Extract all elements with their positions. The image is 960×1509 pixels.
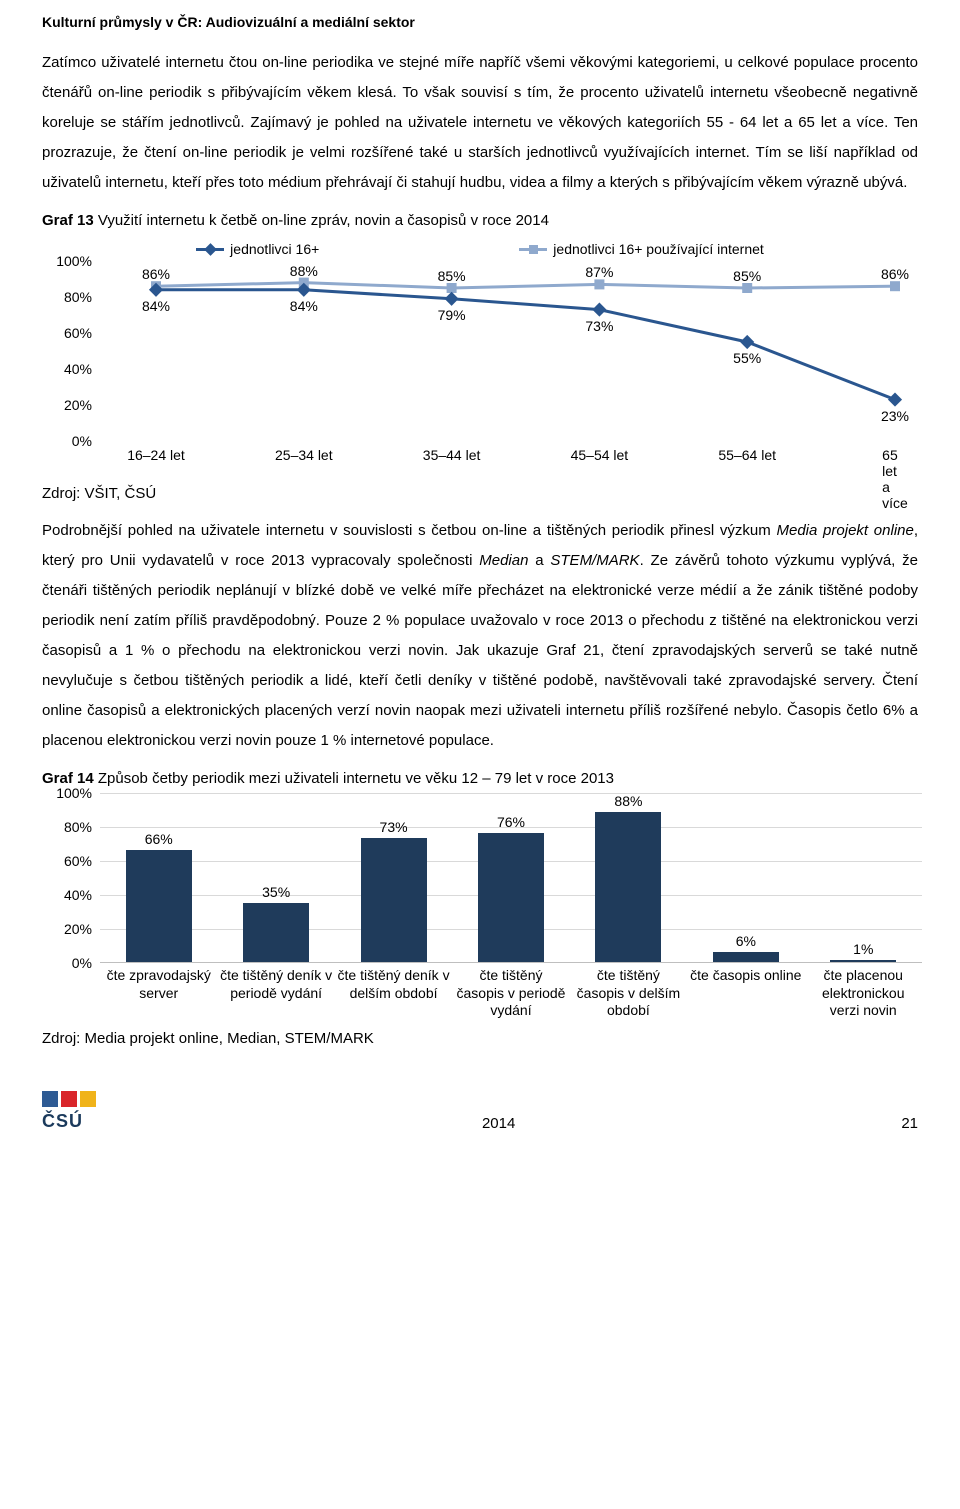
footer-page-number: 21 — [901, 1115, 918, 1132]
graf13-value-label-bottom: 84% — [290, 298, 318, 314]
graf14-chart: 0%20%40%60%80%100% 66%35%73%76%88%6%1% č… — [42, 793, 918, 1020]
graf14-xtick: čte tištěný časopis v periodě vydání — [452, 967, 569, 1020]
legend-swatch-2 — [519, 248, 547, 251]
legend-label-1: jednotlivci 16+ — [230, 241, 319, 257]
graf14-value-label: 73% — [380, 819, 408, 835]
paragraph-1: Zatímco uživatelé internetu čtou on-line… — [42, 48, 918, 198]
graf13-value-label-top: 88% — [290, 263, 318, 279]
graf14-xtick: čte placenou elektronickou verzi novin — [805, 967, 922, 1020]
graf14-ytick: 20% — [64, 921, 92, 937]
graf13-value-label-top: 86% — [142, 266, 170, 282]
p2-i1: Media projekt online — [776, 522, 913, 539]
graf13-ytick: 100% — [56, 253, 92, 269]
graf14-ytick: 100% — [56, 785, 92, 801]
graf14-value-label: 88% — [614, 793, 642, 809]
legend-swatch-1 — [196, 248, 224, 251]
graf14-y-axis: 0%20%40%60%80%100% — [42, 793, 100, 963]
graf14-bar — [361, 838, 427, 962]
graf14-bar — [243, 903, 309, 963]
logo-square-yellow — [80, 1091, 96, 1107]
graf13-xtick: 65 let a více — [882, 447, 908, 511]
legend-item-2: jednotlivci 16+ používající internet — [519, 241, 764, 257]
graf14-bar — [595, 812, 661, 962]
graf13-value-label-top: 87% — [585, 264, 613, 280]
p2-a: Podrobnější pohled na uživatele internet… — [42, 522, 776, 539]
graf14-value-label: 6% — [736, 933, 756, 949]
graf14-ytick: 0% — [72, 955, 92, 971]
graf14-value-label: 1% — [853, 941, 873, 957]
logo-square-red — [61, 1091, 77, 1107]
graf14-bar — [126, 850, 192, 962]
graf13-ytick: 80% — [64, 289, 92, 305]
graf14-bar — [713, 952, 779, 962]
graf13-ytick: 0% — [72, 433, 92, 449]
graf14-source: Zdroj: Media projekt online, Median, STE… — [42, 1030, 918, 1047]
graf13-value-label-top: 85% — [733, 268, 761, 284]
graf13-xtick: 35–44 let — [423, 447, 481, 463]
paragraph-2: Podrobnější pohled na uživatele internet… — [42, 516, 918, 756]
doc-header: Kulturní průmysly v ČR: Audiovizuální a … — [42, 14, 918, 30]
graf13-title: Graf 13 Využití internetu k četbě on-lin… — [42, 212, 918, 229]
graf14-ytick: 40% — [64, 887, 92, 903]
graf14-xtick: čte zpravodajský server — [100, 967, 217, 1020]
logo-text: ČSÚ — [42, 1111, 83, 1132]
graf14-xtick: čte tištěný časopis v delším období — [570, 967, 687, 1020]
legend-item-1: jednotlivci 16+ — [196, 241, 319, 257]
graf14-xtick: čte tištěný deník v periodě vydání — [217, 967, 334, 1020]
graf13-xtick: 55–64 let — [718, 447, 776, 463]
graf13-value-label-bottom: 55% — [733, 350, 761, 366]
graf13-xtick: 25–34 let — [275, 447, 333, 463]
graf13-chart: jednotlivci 16+ jednotlivci 16+ používaj… — [42, 235, 918, 475]
p2-c: a — [528, 552, 550, 569]
graf13-value-label-bottom: 79% — [438, 307, 466, 323]
graf14-value-label: 66% — [145, 831, 173, 847]
graf13-value-label-bottom: 23% — [881, 408, 909, 424]
graf14-title-rest: Způsob četby periodik mezi uživateli int… — [94, 770, 614, 787]
logo-square-blue — [42, 1091, 58, 1107]
graf13-x-axis: 16–24 let 25–34 let 35–44 let 45–54 let 55–6… — [101, 445, 915, 467]
graf13-value-label-bottom: 84% — [142, 298, 170, 314]
graf14-value-label: 35% — [262, 884, 290, 900]
graf13-ytick: 20% — [64, 397, 92, 413]
graf14-plot: 66% 35% 73% 76% 88% 6% 1% — [100, 793, 922, 963]
page-footer: ČSÚ 2014 21 — [42, 1091, 918, 1132]
graf14-ytick: 60% — [64, 853, 92, 869]
graf13-xtick: 45–54 let — [571, 447, 629, 463]
graf13-xtick: 16–24 let — [127, 447, 185, 463]
graf13-title-rest: Využití internetu k četbě on-line zpráv,… — [94, 212, 549, 229]
graf14-value-label: 76% — [497, 814, 525, 830]
graf13-value-label-top: 85% — [438, 268, 466, 284]
graf13-y-axis: 0%20%40%60%80%100% — [45, 261, 100, 441]
graf13-value-label-top: 86% — [881, 266, 909, 282]
p2-d: . Ze závěrů tohoto výzkumu vyplývá, že č… — [42, 552, 918, 749]
legend-label-2: jednotlivci 16+ používající internet — [553, 241, 764, 257]
p2-i3: STEM/MARK — [550, 552, 639, 569]
footer-year: 2014 — [482, 1115, 515, 1132]
graf13-legend: jednotlivci 16+ jednotlivci 16+ používaj… — [45, 235, 915, 261]
graf14-xtick: čte časopis online — [687, 967, 804, 1020]
graf14-bar — [478, 833, 544, 962]
graf13-value-label-bottom: 73% — [585, 318, 613, 334]
p2-i2: Median — [479, 552, 528, 569]
graf13-title-bold: Graf 13 — [42, 212, 94, 229]
graf13-plot: 86% 88% 85% 87% 85% 86% 84% 84% 79% 73% 55% 23% — [101, 261, 915, 441]
graf14-xtick: čte tištěný deník v delším období — [335, 967, 452, 1020]
graf14-title: Graf 14 Způsob četby periodik mezi uživa… — [42, 770, 918, 787]
graf13-ytick: 40% — [64, 361, 92, 377]
graf13-ytick: 60% — [64, 325, 92, 341]
graf14-bar — [830, 960, 896, 962]
graf13-source: Zdroj: VŠIT, ČSÚ — [42, 485, 918, 502]
graf14-x-axis: čte zpravodajský serverčte tištěný deník… — [100, 967, 922, 1020]
graf14-ytick: 80% — [64, 819, 92, 835]
csu-logo: ČSÚ — [42, 1091, 96, 1132]
